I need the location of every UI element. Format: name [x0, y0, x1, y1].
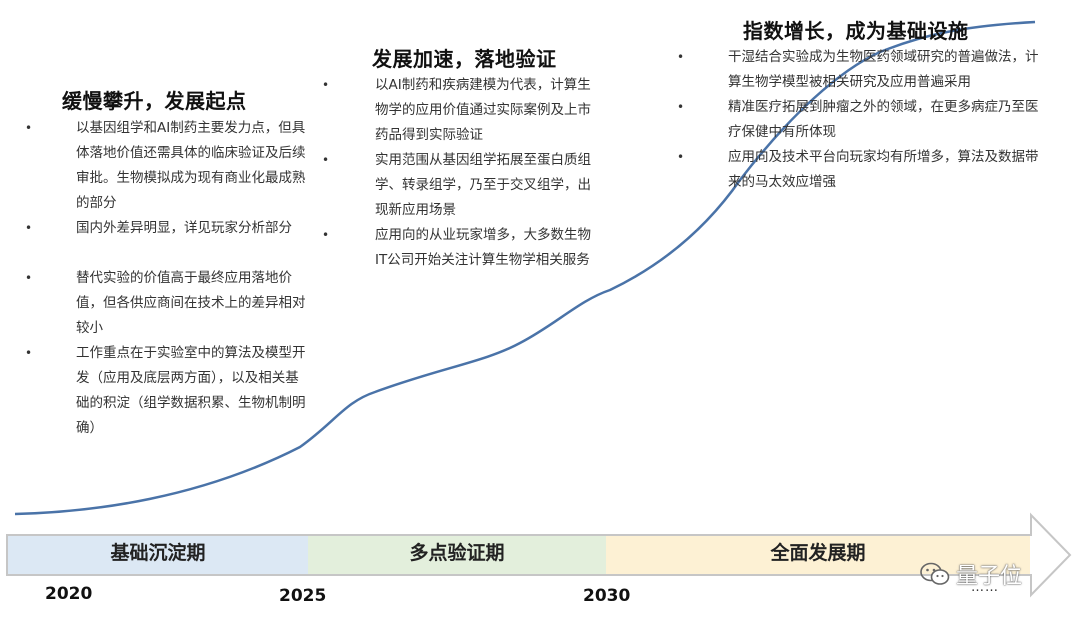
watermark: 量子位	[920, 558, 1022, 590]
stage3-title: 指数增长，成为基础设施	[743, 19, 969, 43]
list-item: • 以基因组学和AI制药主要发力点，但具体落地价值还需具体的临床验证及后续审批。生…	[20, 116, 310, 216]
stage3-bullet-text: 应用向及技术平台向玩家均有所增多，算法及数据带来的马太效应增强	[728, 149, 1039, 190]
stage2-bullet-list: • 以AI制药和疾病建模为代表，计算生物学的应用价值通过实际案例及上市药品得到实际…	[320, 73, 595, 273]
list-item: • 实用范围从基因组学拓展至蛋白质组学、转录组学，乃至于交叉组学，出现新应用场景	[320, 148, 595, 223]
year-label-2025: 2025	[279, 586, 327, 606]
list-item: • 应用向及技术平台向玩家均有所增多，算法及数据带来的马太效应增强	[675, 145, 1050, 195]
stage1-bullet-text: 工作重点在于实验室中的算法及模型开发（应用及底层两方面），以及相关基础的积淀（组…	[76, 345, 306, 436]
bullet-dot: •	[677, 150, 685, 164]
list-item: • 应用向的从业玩家增多，大多数生物IT公司开始关注计算生物学相关服务	[320, 223, 595, 273]
stage1-bullet-text: 替代实验的价值高于最终应用落地价值，但各供应商间在技术上的差异相对较小	[76, 270, 306, 336]
stage3-bullet-list: • 干湿结合实验成为生物医药领域研究的普遍做法，计算生物学模型被相关研究及应用普遍…	[675, 45, 1050, 195]
phase-band-foundation	[8, 536, 308, 574]
bullet-dot: •	[322, 153, 330, 167]
list-item: • 工作重点在于实验室中的算法及模型开发（应用及底层两方面），以及相关基础的积淀（…	[20, 341, 310, 441]
list-item: • 干湿结合实验成为生物医药领域研究的普遍做法，计算生物学模型被相关研究及应用普遍…	[675, 45, 1050, 95]
list-item: • 替代实验的价值高于最终应用落地价值，但各供应商间在技术上的差异相对较小	[20, 266, 310, 341]
phase-band-validation	[308, 536, 606, 574]
phase-label-foundation: 基础沉淀期	[110, 542, 206, 564]
bullet-dot: •	[677, 100, 685, 114]
year-label-2020: 2020	[45, 584, 93, 604]
year-label-2030: 2030	[583, 586, 631, 606]
wechat-icon	[920, 562, 950, 585]
bullet-dot: •	[677, 50, 685, 64]
bullet-dot: •	[25, 346, 33, 360]
stage1-bullet-list: • 以基因组学和AI制药主要发力点，但具体落地价值还需具体的临床验证及后续审批。生…	[20, 116, 310, 441]
phase-label-validation: 多点验证期	[409, 542, 505, 564]
stage3-bullet-text: 干湿结合实验成为生物医药领域研究的普遍做法，计算生物学模型被相关研究及应用普遍采…	[728, 49, 1039, 90]
list-item: • 以AI制药和疾病建模为代表，计算生物学的应用价值通过实际案例及上市药品得到实际…	[320, 73, 595, 148]
bullet-dot: •	[25, 121, 33, 135]
stage2-title: 发展加速，落地验证	[372, 47, 557, 71]
phase-band-full-development	[606, 536, 1030, 574]
stage3-bullet-text: 精准医疗拓展到肿瘤之外的领域，在更多病症乃至医疗保健中有所体现	[728, 99, 1039, 140]
bullet-dot: •	[322, 228, 330, 242]
list-item: • 精准医疗拓展到肿瘤之外的领域，在更多病症乃至医疗保健中有所体现	[675, 95, 1050, 145]
timeline-continuation: ……	[971, 580, 999, 595]
stage1-bullet-text: 以基因组学和AI制药主要发力点，但具体落地价值还需具体的临床验证及后续审批。生物…	[76, 120, 306, 211]
stage2-bullet-text: 实用范围从基因组学拓展至蛋白质组学、转录组学，乃至于交叉组学，出现新应用场景	[375, 152, 591, 218]
watermark-text: 量子位	[956, 564, 1023, 589]
stage1-bullet-text: 国内外差异明显，详见玩家分析部分	[76, 220, 292, 236]
phase-label-full-development: 全面发展期	[770, 542, 866, 564]
growth-curve	[14, 20, 1036, 516]
bullet-dot: •	[25, 221, 33, 235]
list-item: • 国内外差异明显，详见玩家分析部分	[20, 216, 310, 266]
stage2-bullet-text: 以AI制药和疾病建模为代表，计算生物学的应用价值通过实际案例及上市药品得到实际验…	[375, 77, 591, 143]
stage2-bullet-text: 应用向的从业玩家增多，大多数生物IT公司开始关注计算生物学相关服务	[375, 227, 591, 268]
stage1-title: 缓慢攀升，发展起点	[62, 89, 247, 113]
bullet-dot: •	[322, 78, 330, 92]
bullet-dot: •	[25, 271, 33, 285]
